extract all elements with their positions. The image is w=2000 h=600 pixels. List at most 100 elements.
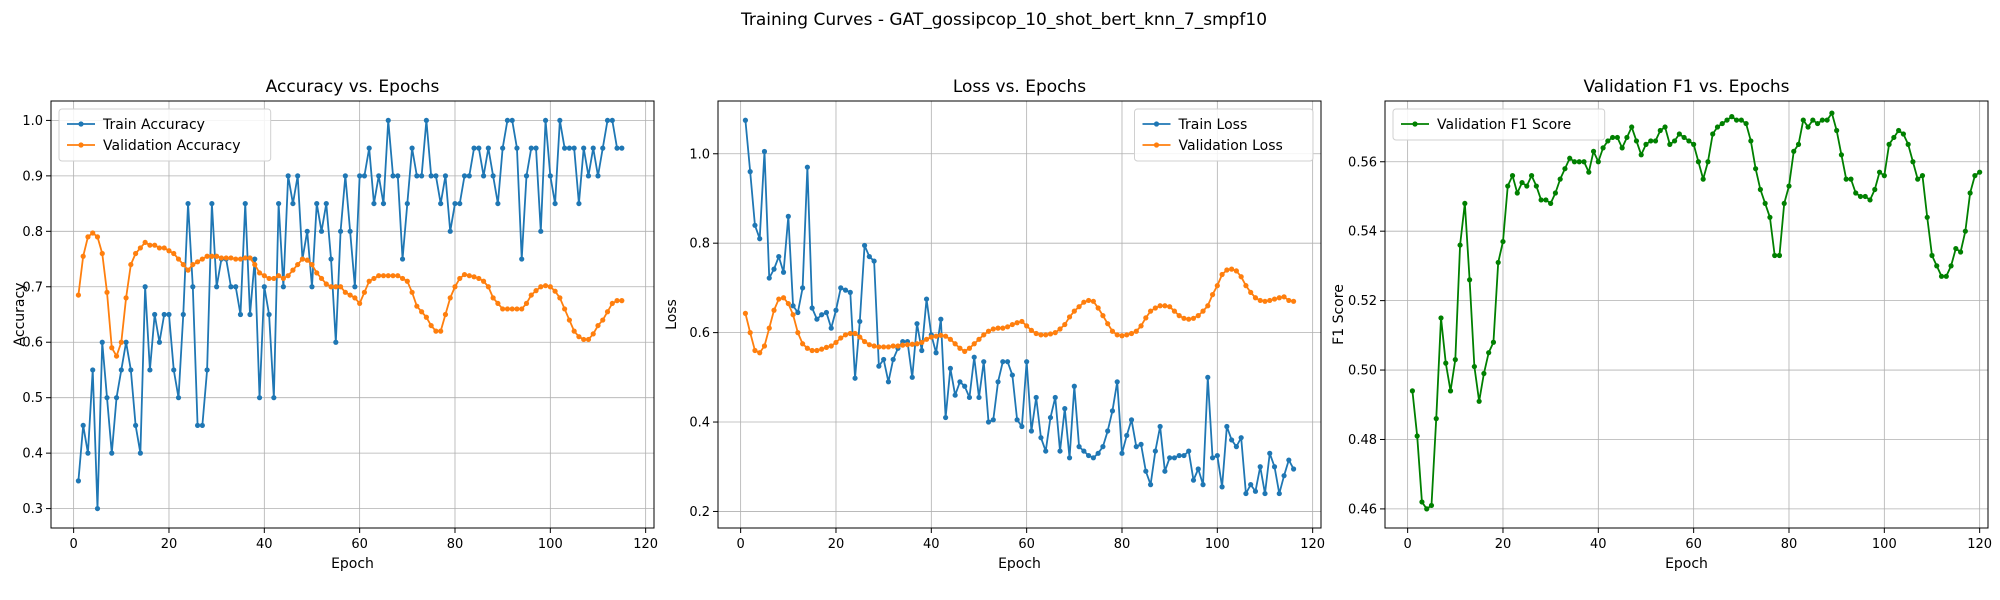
data-point	[99, 250, 105, 257]
subplot-title: Loss vs. Epochs	[953, 77, 1086, 97]
data-point	[1004, 324, 1011, 330]
x-tick-label: 60	[351, 537, 368, 552]
data-point	[1267, 297, 1273, 304]
data-point	[1290, 298, 1297, 304]
data-point	[1038, 435, 1044, 441]
data-point	[1262, 490, 1268, 497]
x-tick-label: 20	[828, 537, 845, 552]
data-point	[614, 145, 620, 151]
data-point	[828, 343, 834, 349]
data-point	[1233, 268, 1239, 274]
x-tick-label: 40	[923, 537, 940, 552]
data-point	[1062, 321, 1068, 328]
data-point	[1576, 159, 1582, 165]
y-tick-label: 1.0	[22, 114, 43, 129]
x-tick-label: 60	[1018, 537, 1035, 552]
data-point	[99, 339, 105, 345]
data-point	[1967, 190, 1973, 196]
data-point	[1181, 315, 1187, 321]
data-point	[938, 316, 944, 322]
data-point	[199, 422, 205, 429]
y-tick-label: 0.4	[689, 416, 710, 431]
data-point	[1409, 388, 1416, 394]
data-point	[218, 255, 225, 261]
data-point	[361, 173, 368, 179]
data-point	[1938, 273, 1945, 279]
data-point	[1057, 448, 1063, 454]
data-point	[1767, 214, 1773, 220]
y-tick-label: 0.9	[22, 169, 43, 184]
data-point	[919, 339, 925, 346]
data-point	[938, 332, 944, 338]
data-point	[390, 273, 396, 279]
data-point	[276, 273, 282, 279]
y-tick-label: 0.5	[22, 391, 43, 406]
data-point	[237, 311, 244, 318]
data-point	[585, 336, 592, 343]
data-point	[542, 117, 549, 124]
x-tick-label: 80	[447, 537, 464, 552]
data-point	[571, 145, 577, 151]
data-point	[461, 271, 468, 278]
data-point	[485, 145, 491, 151]
legend-label: Train Loss	[1178, 117, 1248, 133]
data-point	[133, 422, 139, 429]
x-tick-label: 100	[1205, 537, 1230, 552]
data-point	[1109, 328, 1116, 334]
data-point	[585, 173, 592, 179]
data-point	[1143, 468, 1149, 474]
data-point	[1977, 169, 1983, 175]
data-point	[399, 275, 406, 282]
data-point	[1638, 152, 1644, 158]
data-point	[952, 341, 958, 347]
legend-label: Validation Accuracy	[103, 138, 241, 154]
data-point	[447, 228, 453, 234]
data-point	[1009, 321, 1015, 328]
subplot-title: Validation F1 vs. Epochs	[1584, 77, 1790, 97]
data-point	[514, 306, 520, 312]
subplots: 0 20 40 60 80 100 120 0.3 0.4 0.5 0.6 0.7 0.8 0.9 1.0 A…	[12, 77, 1992, 572]
data-point	[1219, 271, 1225, 278]
data-point	[838, 335, 844, 341]
legend-marker	[1412, 121, 1418, 127]
data-point	[256, 395, 263, 401]
data-point	[833, 307, 839, 313]
data-point	[962, 348, 968, 354]
data-point	[480, 278, 487, 284]
data-point	[204, 253, 210, 259]
data-point	[871, 343, 877, 349]
data-point	[1047, 331, 1054, 337]
data-point	[185, 200, 191, 207]
data-point	[995, 325, 1001, 331]
data-point	[943, 333, 949, 339]
data-point	[1476, 398, 1482, 404]
y-tick-label: 0.7	[22, 280, 43, 295]
data-point	[1229, 266, 1235, 272]
data-point	[252, 261, 258, 268]
data-point	[1024, 323, 1030, 329]
data-point	[471, 145, 477, 151]
data-point	[1524, 183, 1530, 189]
data-point	[299, 256, 306, 262]
data-point	[194, 259, 201, 265]
data-point	[1238, 274, 1244, 280]
data-point	[1934, 263, 1940, 269]
data-point	[900, 338, 906, 345]
data-point	[133, 250, 139, 257]
data-point	[1414, 433, 1420, 439]
data-point	[814, 316, 820, 322]
data-point	[785, 300, 791, 307]
x-tick-label: 60	[1685, 537, 1702, 552]
data-point	[337, 284, 344, 290]
data-point	[166, 311, 172, 318]
data-point	[1896, 127, 1902, 134]
data-point	[137, 245, 143, 251]
data-point	[1138, 323, 1144, 329]
data-point	[495, 300, 501, 307]
data-point	[990, 417, 996, 423]
data-point	[156, 339, 163, 345]
data-point	[800, 285, 806, 291]
data-point	[123, 295, 129, 301]
data-point	[566, 317, 572, 323]
data-point	[828, 325, 834, 331]
